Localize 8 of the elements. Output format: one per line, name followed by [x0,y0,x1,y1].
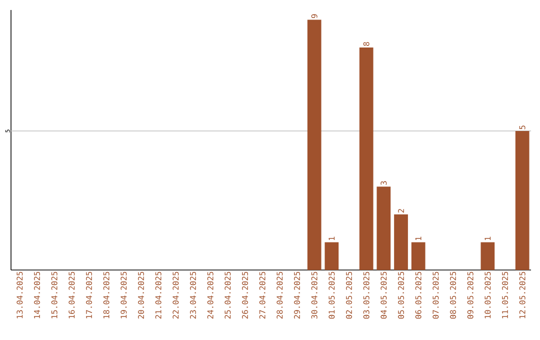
bar [411,242,426,270]
bar [376,186,391,270]
bar [394,214,408,270]
bar [480,242,495,270]
bar [324,242,339,270]
bar [359,48,374,270]
bar [307,20,322,270]
bar [515,130,530,270]
